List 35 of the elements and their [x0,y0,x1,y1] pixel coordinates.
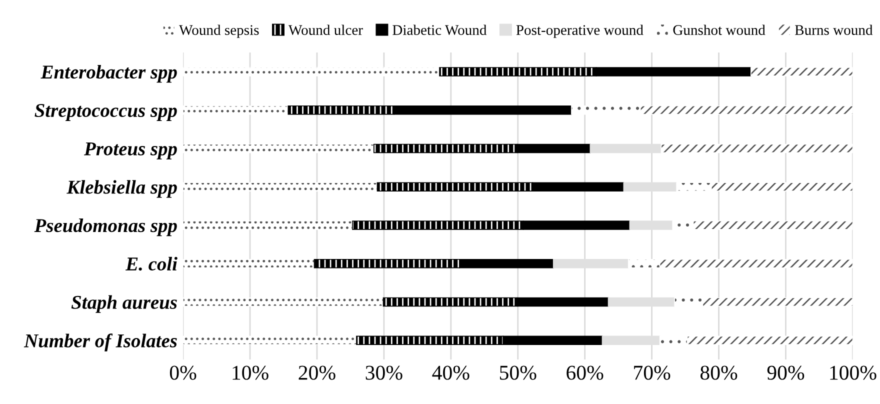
bar [183,297,384,307]
legend-label: Diabetic Wound [392,24,487,36]
x-tick-label: 80% [700,366,738,380]
x-tick-label: 10% [232,366,268,380]
bar [183,144,374,154]
bar [183,182,378,192]
x-tick-label: 40% [432,366,470,380]
legend-label: Post-operative wound [516,24,644,38]
y-tick-label: E. coli [125,256,178,271]
y-tick-label: Staph aureus [71,295,177,313]
y-tick-label: Enterobacter spp [40,64,177,83]
x-tick-label: 20% [298,366,336,380]
y-tick-label: Pseudomonas spp [34,218,177,236]
bar [660,144,853,154]
bar [750,67,853,76]
bar [183,258,315,268]
bar [183,220,353,230]
y-tick-label: Proteus spp [84,142,177,160]
x-tick-label: 70% [634,366,670,380]
legend-label: Burns wound [795,24,873,35]
y-tick-label: Klebsiella spp [66,180,177,198]
legend-label: Gunshot wound [673,24,766,35]
x-tick-label: 50% [500,366,536,380]
x-tick-label: 30% [366,366,402,380]
x-tick-label: 60% [566,366,604,380]
x-tick-label: 90% [767,366,804,380]
bar [183,67,440,76]
legend-label: Wound ulcer [288,24,363,36]
x-tick-label: 100% [830,366,876,380]
bar [183,105,289,115]
y-tick-label: Streptococcus spp [34,104,177,121]
bar [183,336,357,346]
x-tick-label: 0% [170,366,196,380]
y-tick-label: Number of Isolates [24,334,177,352]
legend-label: Wound sepsis [179,24,259,38]
